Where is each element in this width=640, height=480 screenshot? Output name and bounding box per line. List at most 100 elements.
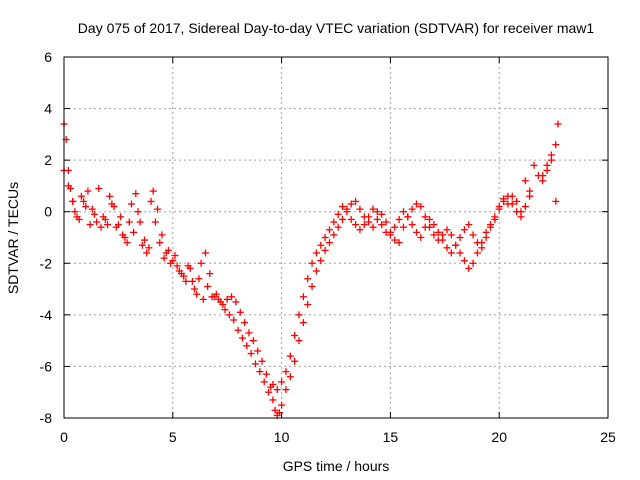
data-point xyxy=(193,290,201,298)
data-point xyxy=(343,208,351,216)
data-point xyxy=(256,368,264,376)
y-tick-label: 6 xyxy=(44,49,52,65)
data-point xyxy=(317,257,325,265)
data-point xyxy=(95,185,103,193)
data-point xyxy=(543,161,551,169)
data-point xyxy=(125,218,133,226)
data-point xyxy=(547,156,555,164)
data-point xyxy=(195,275,203,283)
data-point xyxy=(230,316,238,324)
data-point xyxy=(312,267,320,275)
data-point xyxy=(299,319,307,327)
data-point xyxy=(299,293,307,301)
data-point xyxy=(197,259,205,267)
data-point xyxy=(465,221,473,229)
data-point xyxy=(271,406,279,414)
x-tick-label: 20 xyxy=(491,429,507,445)
data-point xyxy=(123,239,131,247)
plot-frame xyxy=(63,56,609,419)
x-tick-label: 15 xyxy=(383,429,399,445)
data-point xyxy=(347,215,355,223)
data-point xyxy=(443,226,451,234)
data-point xyxy=(478,244,486,252)
data-point xyxy=(408,205,416,213)
y-tick-label: 0 xyxy=(44,204,52,220)
data-point xyxy=(312,249,320,257)
data-point xyxy=(456,234,464,241)
data-point xyxy=(526,187,534,195)
data-point xyxy=(236,308,244,316)
data-point xyxy=(491,213,499,221)
data-point xyxy=(64,182,72,190)
x-tick-label: 10 xyxy=(274,429,290,445)
data-point xyxy=(295,311,303,319)
data-point xyxy=(291,331,299,339)
data-point xyxy=(108,200,116,208)
data-point xyxy=(295,337,303,345)
data-point xyxy=(521,177,529,185)
data-point xyxy=(465,264,473,272)
data-point xyxy=(378,210,386,218)
data-point xyxy=(201,249,209,257)
axis-ticks: 0 5 10 15 20 25 -8 -6 -4 -2 0 2 4 6 xyxy=(40,49,616,445)
data-point xyxy=(417,234,425,241)
data-point xyxy=(265,388,273,396)
data-point xyxy=(71,208,79,216)
data-point xyxy=(182,277,190,285)
data-point xyxy=(339,215,347,223)
data-point xyxy=(421,223,429,231)
data-point xyxy=(399,223,407,231)
data-point xyxy=(334,210,342,218)
data-point xyxy=(77,192,85,200)
data-point xyxy=(495,203,503,211)
data-point xyxy=(282,368,290,376)
data-point xyxy=(245,329,253,337)
data-point xyxy=(117,213,125,221)
data-point xyxy=(378,221,386,229)
data-point xyxy=(365,213,373,221)
y-tick-label: 4 xyxy=(44,101,52,117)
data-point xyxy=(132,190,140,198)
data-point xyxy=(143,249,151,257)
data-point xyxy=(408,221,416,229)
data-point xyxy=(452,241,460,249)
data-point xyxy=(373,208,381,216)
data-point xyxy=(395,215,403,223)
data-point xyxy=(269,396,277,404)
y-tick-label: -2 xyxy=(40,255,53,271)
data-point xyxy=(517,208,525,216)
data-point xyxy=(127,200,135,208)
data-point xyxy=(225,311,233,319)
data-point xyxy=(208,293,216,301)
data-point xyxy=(169,257,177,265)
data-point xyxy=(317,241,325,249)
y-tick-label: -8 xyxy=(40,410,53,426)
data-point xyxy=(106,192,114,200)
data-point xyxy=(249,337,257,345)
data-point xyxy=(247,350,255,358)
data-point xyxy=(513,197,521,205)
data-point xyxy=(443,244,451,252)
data-point xyxy=(136,218,144,226)
data-point xyxy=(421,213,429,221)
data-point xyxy=(134,208,142,216)
data-point xyxy=(273,386,281,394)
data-point xyxy=(90,210,98,218)
data-point xyxy=(223,295,231,303)
data-point xyxy=(93,218,101,226)
data-point xyxy=(99,213,107,221)
data-point xyxy=(186,264,194,272)
x-tick-label: 25 xyxy=(600,429,616,445)
data-point xyxy=(191,285,199,293)
data-point xyxy=(238,334,246,342)
data-point xyxy=(80,197,88,205)
data-point xyxy=(278,378,286,386)
data-point xyxy=(232,298,240,306)
data-point xyxy=(158,231,166,239)
data-point xyxy=(234,326,242,334)
data-point xyxy=(473,249,481,257)
data-point xyxy=(130,228,138,236)
y-tick-label: -6 xyxy=(40,358,53,374)
data-point xyxy=(206,270,214,278)
